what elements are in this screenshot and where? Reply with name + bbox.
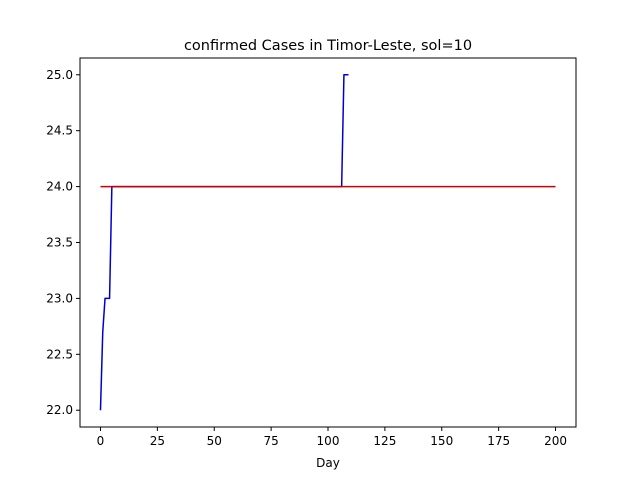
x-axis: 0 25 50 75 100 125 150 175 200 bbox=[97, 427, 567, 448]
x-tick-label: 25 bbox=[150, 434, 165, 448]
y-tick-label: 22.5 bbox=[46, 347, 73, 361]
y-tick-label: 25.0 bbox=[46, 68, 73, 82]
x-tick-label: 0 bbox=[97, 434, 105, 448]
y-tick-label: 22.0 bbox=[46, 403, 73, 417]
x-tick-label: 150 bbox=[430, 434, 453, 448]
y-axis: 22.0 22.5 23.0 23.5 24.0 24.5 25.0 bbox=[46, 68, 80, 417]
series-line-0 bbox=[99, 74, 349, 411]
x-axis-label: Day bbox=[316, 456, 340, 470]
x-tick-label: 175 bbox=[487, 434, 510, 448]
y-tick-label: 23.5 bbox=[46, 236, 73, 250]
plot-area bbox=[99, 74, 556, 411]
plot-frame bbox=[79, 57, 577, 428]
y-tick-label: 24.0 bbox=[46, 180, 73, 194]
y-tick-label: 24.5 bbox=[46, 124, 73, 138]
y-tick-label: 23.0 bbox=[46, 291, 73, 305]
x-tick-label: 75 bbox=[263, 434, 278, 448]
x-tick-label: 100 bbox=[317, 434, 340, 448]
x-tick-label: 50 bbox=[207, 434, 222, 448]
chart-title: confirmed Cases in Timor-Leste, sol=10 bbox=[184, 38, 472, 54]
x-tick-label: 200 bbox=[544, 434, 567, 448]
x-tick-label: 125 bbox=[373, 434, 396, 448]
